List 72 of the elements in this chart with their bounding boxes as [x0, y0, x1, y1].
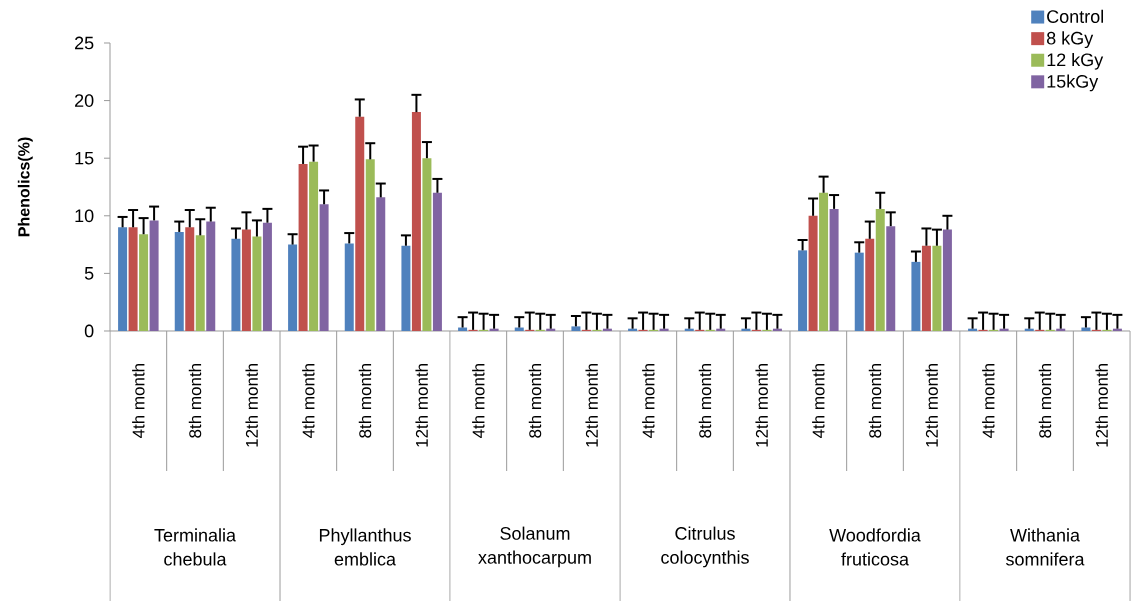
bar	[798, 250, 808, 331]
text: Woodfordia fruticosa	[829, 528, 921, 566]
text: Phyllanthus emblica	[319, 528, 411, 566]
bar	[921, 245, 931, 331]
text: Terminalia chebula	[154, 528, 237, 566]
x-tick-label: 12th month	[925, 363, 938, 447]
x-tick-label: 8th month	[1038, 363, 1052, 438]
bar	[298, 163, 308, 331]
bar	[128, 227, 138, 331]
y-tick-label: 5	[84, 266, 94, 280]
bar	[344, 243, 354, 331]
text: Citrulus colocynthis	[661, 526, 749, 568]
bar	[365, 159, 375, 331]
x-tick-label: 8th month	[188, 363, 202, 438]
text: Solanum xanthocarpum	[478, 526, 591, 568]
x-tick-label: 12th month	[1095, 363, 1108, 447]
y-axis-title: Phenolics(%)	[17, 137, 33, 236]
x-tick-label: 4th month	[302, 363, 315, 438]
bar	[854, 252, 864, 331]
y-tick-label: 15	[75, 151, 94, 165]
bar	[829, 208, 839, 331]
legend-label: 12 kGy	[1047, 52, 1104, 70]
bar	[252, 236, 262, 331]
bar	[932, 245, 942, 331]
bar	[139, 233, 149, 331]
x-tick-label: 12th month	[415, 363, 428, 447]
x-tick-label: 12th month	[755, 363, 768, 447]
bar	[808, 215, 818, 331]
bar	[288, 244, 298, 331]
bar	[185, 227, 195, 331]
y-tick-label: 20	[75, 93, 94, 107]
bar	[401, 245, 411, 331]
bar	[355, 116, 365, 331]
x-tick-label: 8th month	[698, 363, 712, 438]
bar	[309, 161, 319, 331]
bar	[149, 220, 159, 331]
y-tick-label: 25	[75, 36, 94, 50]
legend-label: Control	[1047, 9, 1103, 23]
x-tick-label: 12th month	[585, 363, 598, 447]
x-tick-label: 4th month	[472, 363, 485, 438]
bar	[819, 192, 829, 331]
x-tick-label: 4th month	[132, 363, 145, 438]
x-tick-label: 8th month	[528, 363, 542, 438]
bar	[262, 222, 272, 331]
bar	[376, 197, 386, 331]
bar	[886, 225, 896, 331]
text: Withania somnifera	[1005, 528, 1085, 566]
bar	[319, 204, 329, 331]
x-tick-label: 4th month	[812, 363, 825, 438]
y-tick-label: 0	[84, 324, 94, 338]
bar	[865, 238, 875, 331]
bar	[174, 231, 184, 331]
x-tick-label: 12th month	[245, 363, 258, 447]
bar	[206, 221, 216, 331]
bar	[195, 235, 205, 331]
x-tick-label: 4th month	[642, 363, 655, 438]
bar	[422, 157, 432, 331]
bar	[241, 229, 251, 331]
legend-label: 8 kGy	[1046, 31, 1094, 48]
x-tick-label: 8th month	[868, 363, 882, 438]
bar	[411, 111, 421, 331]
bar	[875, 208, 885, 331]
legend-label: 15kGy	[1047, 74, 1099, 92]
bar	[432, 192, 442, 331]
x-tick-label: 8th month	[358, 363, 372, 438]
bar	[118, 227, 128, 331]
y-tick-label: 10	[75, 209, 94, 222]
bar	[571, 326, 581, 331]
x-tick-label: 4th month	[982, 363, 995, 438]
bar	[231, 238, 241, 331]
bar	[911, 261, 921, 331]
bar	[942, 229, 952, 331]
